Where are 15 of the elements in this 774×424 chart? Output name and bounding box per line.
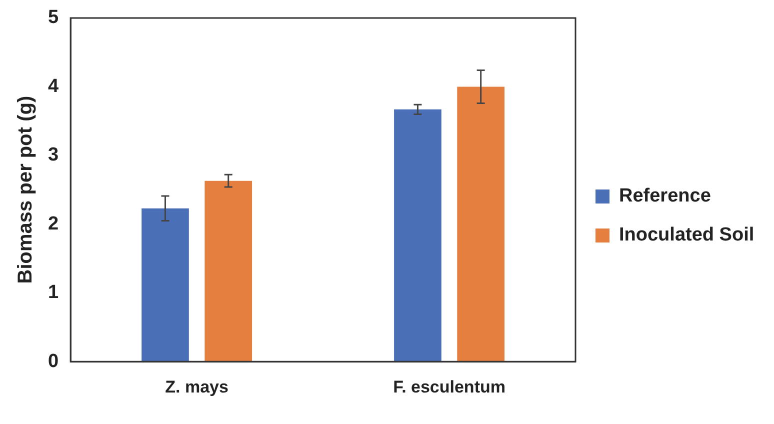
y-axis-title: Biomass per pot (g) [14,96,37,284]
y-tick-label: 1 [48,282,59,304]
legend-label: Inoculated Soil [619,224,754,246]
y-tick-label: 0 [48,350,59,372]
y-tick-label: 5 [48,7,59,28]
y-tick-label: 4 [48,76,59,97]
bar [394,109,442,362]
bar [457,86,504,362]
y-tick-label: 2 [48,213,59,234]
bar [142,208,189,362]
x-tick-label: F. esculentum [393,377,506,396]
bar [204,180,252,362]
legend-label: Reference [619,186,711,207]
x-tick-label: Z. mays [165,377,228,396]
y-tick-label: 3 [48,144,59,166]
